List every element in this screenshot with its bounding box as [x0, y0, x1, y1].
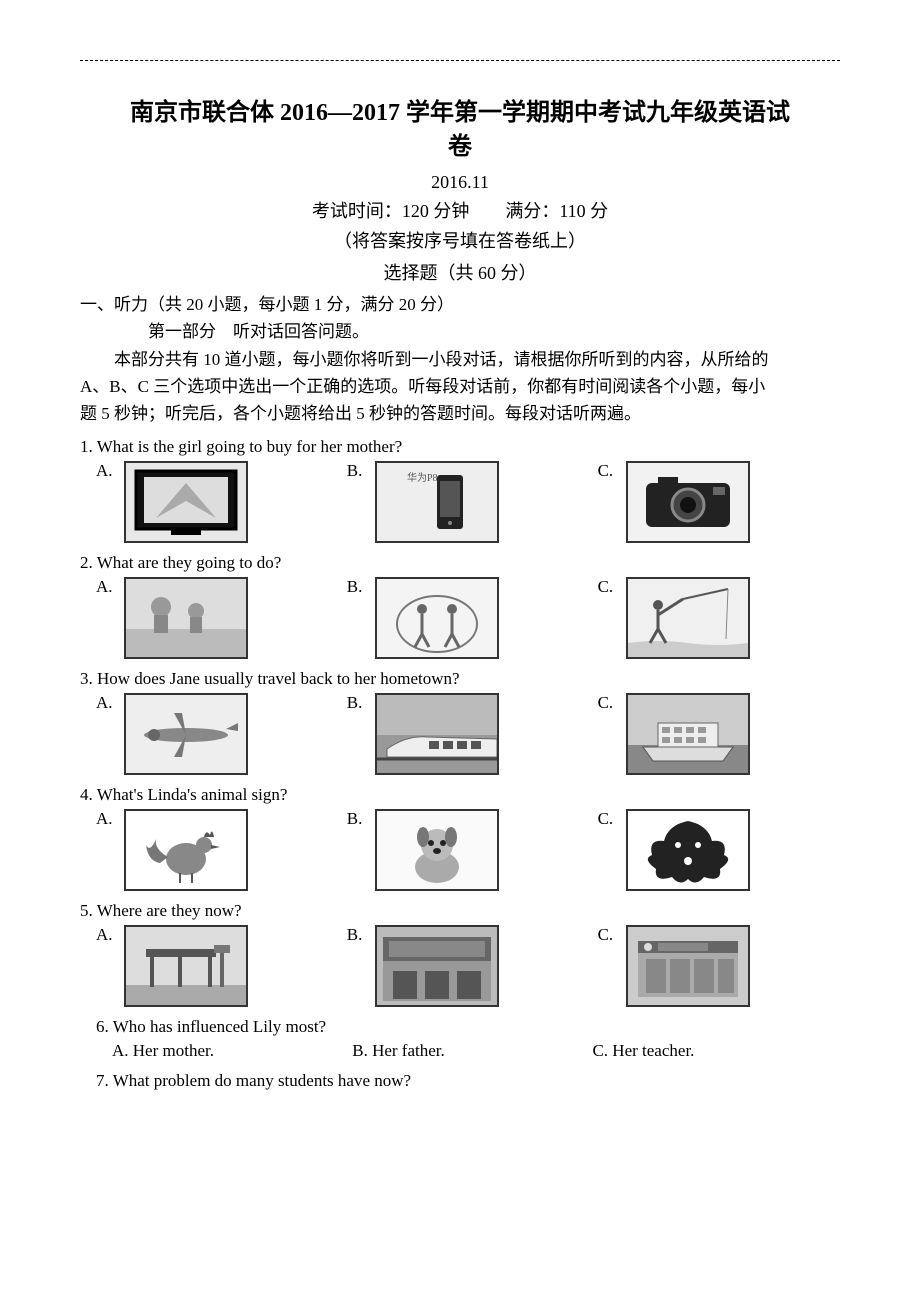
q6-num: 6. [96, 1017, 109, 1036]
q3-option-b[interactable]: B. [347, 693, 598, 775]
q5-option-a[interactable]: A. [80, 925, 347, 1007]
exam-page: 南京市联合体 2016—2017 学年第一学期期中考试九年级英语试 卷 2016… [0, 0, 920, 1135]
q4-options: A. B. C. [80, 809, 840, 891]
svg-text:华为P8: 华为P8 [407, 471, 438, 484]
q2-option-b[interactable]: B. [347, 577, 598, 659]
listening-instructions-2: A、B、C 三个选项中选出一个正确的选项。听每段对话前，你都有时间阅读各个小题，… [80, 373, 840, 400]
fishing-icon [626, 577, 750, 659]
exam-date: 2016.11 [80, 172, 840, 193]
listening-part1-title: 第一部分 听对话回答问题。 [80, 318, 840, 345]
q6-text: Who has influenced Lily most? [113, 1017, 326, 1036]
q5-option-c[interactable]: C. [598, 925, 849, 1007]
question-2: 2. What are they going to do? [80, 553, 840, 573]
ship-icon [626, 693, 750, 775]
q3-num: 3. [80, 669, 93, 688]
q4-option-a[interactable]: A. [80, 809, 347, 891]
question-6: 6. Who has influenced Lily most? [80, 1017, 840, 1037]
question-7: 7. What problem do many students have no… [80, 1071, 840, 1091]
tv-icon [124, 461, 248, 543]
q1-a-label: A. [96, 461, 116, 481]
rooster-icon [124, 809, 248, 891]
q4-option-b[interactable]: B. [347, 809, 598, 891]
q3-b-label: B. [347, 693, 367, 713]
q5-text: Where are they now? [97, 901, 242, 920]
q4-a-label: A. [96, 809, 116, 829]
exam-time-score: 考试时间：120 分钟 满分：110 分 [80, 197, 840, 223]
question-5: 5. Where are they now? [80, 901, 840, 921]
q5-option-b[interactable]: B. [347, 925, 598, 1007]
q1-option-b[interactable]: B. 华为P8 [347, 461, 598, 543]
q3-option-c[interactable]: C. [598, 693, 849, 775]
q5-options: A. B. C. [80, 925, 840, 1007]
storefront-icon [375, 925, 499, 1007]
q5-b-label: B. [347, 925, 367, 945]
q1-text: What is the girl going to buy for her mo… [97, 437, 402, 456]
q5-a-label: A. [96, 925, 116, 945]
q2-b-label: B. [347, 577, 367, 597]
q1-option-c[interactable]: C. [598, 461, 849, 543]
q4-c-label: C. [598, 809, 618, 829]
q2-a-label: A. [96, 577, 116, 597]
listening-instructions-1: 本部分共有 10 道小题，每小题你将听到一小段对话，请根据你所听到的内容，从所给… [80, 346, 840, 373]
busstop-icon [124, 925, 248, 1007]
q5-c-label: C. [598, 925, 618, 945]
q1-c-label: C. [598, 461, 618, 481]
camera-icon [626, 461, 750, 543]
q1-option-a[interactable]: A. [80, 461, 347, 543]
papercut-icon [626, 809, 750, 891]
playground-icon [124, 577, 248, 659]
q3-options: A. B. C. [80, 693, 840, 775]
title-line-2: 卷 [448, 134, 472, 160]
q6-option-b[interactable]: B. Her father. [352, 1041, 592, 1061]
phone-icon: 华为P8 [375, 461, 499, 543]
exam-title: 南京市联合体 2016—2017 学年第一学期期中考试九年级英语试 卷 [80, 97, 840, 164]
q7-num: 7. [96, 1071, 109, 1090]
top-rule [80, 60, 840, 61]
question-1: 1. What is the girl going to buy for her… [80, 437, 840, 457]
dog-icon [375, 809, 499, 891]
answer-instruction: （将答案按序号填在答卷纸上） [80, 227, 840, 253]
q4-b-label: B. [347, 809, 367, 829]
q3-option-a[interactable]: A. [80, 693, 347, 775]
q2-option-a[interactable]: A. [80, 577, 347, 659]
listening-heading: 一、听力（共 20 小题，每小题 1 分，满分 20 分） [80, 291, 840, 318]
q2-options: A. B. C. [80, 577, 840, 659]
q6-options: A. Her mother. B. Her father. C. Her tea… [80, 1041, 840, 1061]
q4-num: 4. [80, 785, 93, 804]
q3-c-label: C. [598, 693, 618, 713]
listening-instructions-3: 题 5 秒钟；听完后，各个小题将给出 5 秒钟的答题时间。每段对话听两遍。 [80, 400, 840, 427]
q6-option-a[interactable]: A. Her mother. [112, 1041, 352, 1061]
q1-b-label: B. [347, 461, 367, 481]
question-4: 4. What's Linda's animal sign? [80, 785, 840, 805]
q2-num: 2. [80, 553, 93, 572]
choice-section-label: 选择题（共 60 分） [80, 259, 840, 285]
train-icon [375, 693, 499, 775]
q4-option-c[interactable]: C. [598, 809, 849, 891]
q3-text: How does Jane usually travel back to her… [97, 669, 460, 688]
q2-c-label: C. [598, 577, 618, 597]
q7-text: What problem do many students have now? [113, 1071, 411, 1090]
q1-num: 1. [80, 437, 93, 456]
jumprope-icon [375, 577, 499, 659]
q6-option-c[interactable]: C. Her teacher. [592, 1041, 832, 1061]
plane-icon [124, 693, 248, 775]
question-3: 3. How does Jane usually travel back to … [80, 669, 840, 689]
q3-a-label: A. [96, 693, 116, 713]
q2-text: What are they going to do? [97, 553, 282, 572]
title-line-1: 南京市联合体 2016—2017 学年第一学期期中考试九年级英语试 [130, 100, 790, 126]
q1-options: A. B. 华为P8 C. [80, 461, 840, 543]
q2-option-c[interactable]: C. [598, 577, 849, 659]
q4-text: What's Linda's animal sign? [97, 785, 288, 804]
q5-num: 5. [80, 901, 93, 920]
bank-icon [626, 925, 750, 1007]
